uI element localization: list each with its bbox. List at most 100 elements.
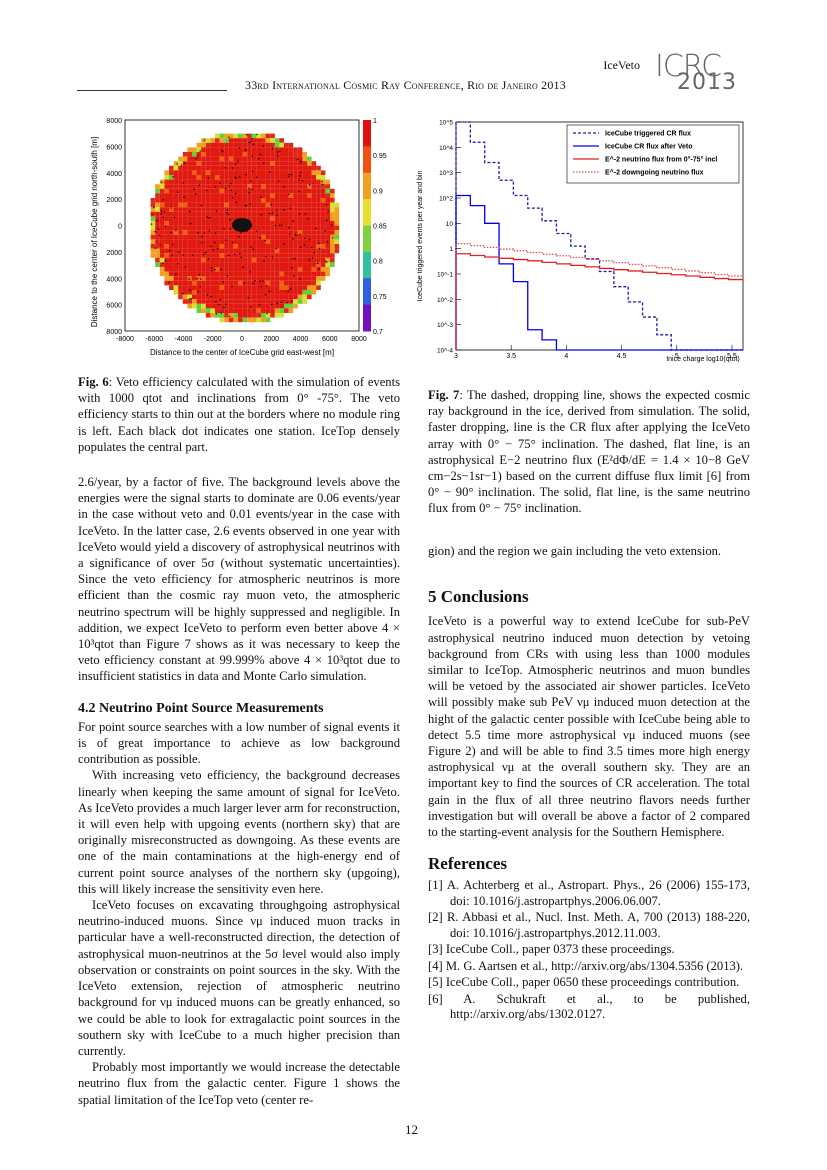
map-cell xyxy=(159,234,165,240)
map-cell xyxy=(219,262,225,267)
map-cell xyxy=(256,248,261,254)
map-cell xyxy=(238,147,243,152)
station-dot xyxy=(298,190,300,193)
station-dot xyxy=(211,270,213,272)
map-cell xyxy=(169,175,174,180)
map-cell xyxy=(256,216,261,221)
map-cell xyxy=(316,211,321,217)
map-cell xyxy=(293,262,298,267)
station-dot xyxy=(173,216,176,219)
map-cell xyxy=(173,248,179,254)
map-cell xyxy=(233,193,238,198)
map-cell xyxy=(261,216,266,221)
map-cell xyxy=(297,165,303,171)
map-cell xyxy=(265,230,271,235)
map-cell xyxy=(192,253,197,258)
map-cell xyxy=(251,147,257,152)
map-cell xyxy=(182,175,188,180)
map-cell xyxy=(201,161,206,166)
map-cell xyxy=(210,276,215,281)
map-cell xyxy=(284,170,289,175)
map-cell xyxy=(247,303,252,309)
reference-item: [6] A. Schukraft et al., to be published… xyxy=(428,991,750,1022)
map-cell xyxy=(215,211,220,217)
map-cell xyxy=(325,188,330,194)
map-cell xyxy=(256,253,261,258)
map-cell xyxy=(210,303,215,309)
map-cell xyxy=(316,188,321,194)
colorbar-segment xyxy=(363,251,371,279)
map-y-tick: 4000 xyxy=(106,276,122,283)
map-cell xyxy=(302,193,307,198)
map-cell xyxy=(238,170,243,175)
map-cell xyxy=(215,202,220,208)
map-cell xyxy=(201,221,206,226)
colorbar-segment xyxy=(363,199,371,226)
y-tick-label: 10^5 xyxy=(439,120,453,127)
station-dot xyxy=(277,180,280,182)
map-cell xyxy=(164,239,169,244)
colorbar-segment xyxy=(363,225,371,253)
map-cell xyxy=(169,285,174,290)
station-dot xyxy=(256,133,258,136)
station-dot xyxy=(293,275,295,277)
map-cell xyxy=(219,170,225,175)
map-cell xyxy=(274,142,280,148)
map-cell xyxy=(228,244,234,249)
map-cell xyxy=(311,239,317,244)
map-cell xyxy=(274,225,280,231)
map-cell xyxy=(307,207,312,212)
map-cell xyxy=(279,161,284,166)
map-cell xyxy=(311,290,317,295)
map-cell xyxy=(238,290,243,295)
map-cell xyxy=(224,290,229,295)
map-cell xyxy=(150,221,156,226)
map-cell xyxy=(205,202,211,208)
map-cell xyxy=(270,188,275,194)
station-dot xyxy=(160,181,163,183)
map-cell xyxy=(307,234,312,240)
map-cell xyxy=(320,207,326,212)
map-cell xyxy=(265,276,271,281)
map-cell xyxy=(274,271,280,277)
map-cell xyxy=(288,244,294,249)
map-cell xyxy=(228,257,234,263)
station-dot xyxy=(234,192,237,195)
map-cell xyxy=(270,184,275,189)
map-cell xyxy=(265,267,271,272)
station-dot xyxy=(205,189,208,192)
map-cell xyxy=(219,161,225,166)
map-cell xyxy=(233,248,238,254)
map-cell xyxy=(187,271,192,277)
station-dot xyxy=(283,209,285,211)
map-cell xyxy=(178,253,183,258)
map-cell xyxy=(219,179,225,185)
map-cell xyxy=(205,216,211,221)
station-dot xyxy=(201,236,203,238)
map-cell xyxy=(155,253,160,258)
map-cell xyxy=(150,198,156,203)
map-cell xyxy=(205,165,211,171)
map-cell xyxy=(219,138,225,143)
map-cell xyxy=(210,142,215,148)
station-dot xyxy=(327,210,329,213)
map-cell xyxy=(247,290,252,295)
map-cell xyxy=(242,276,248,281)
map-cell xyxy=(201,179,206,185)
station-dot xyxy=(299,246,302,249)
station-dot xyxy=(238,147,241,149)
map-cell xyxy=(293,303,298,309)
map-cell xyxy=(307,294,312,300)
map-cell xyxy=(224,230,229,235)
map-cell xyxy=(274,248,280,254)
map-cell xyxy=(215,207,220,212)
map-cell xyxy=(242,138,248,143)
map-cell xyxy=(155,216,160,221)
map-cell xyxy=(251,267,257,272)
map-cell xyxy=(233,133,238,139)
map-cell xyxy=(330,221,335,226)
map-cell xyxy=(228,299,234,304)
map-cell xyxy=(330,244,335,249)
map-cell xyxy=(173,285,179,290)
map-cell xyxy=(201,267,206,272)
